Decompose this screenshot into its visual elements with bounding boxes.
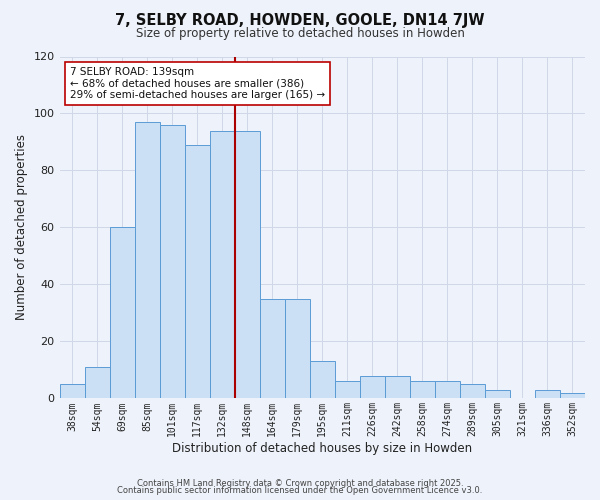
Bar (134, 122, 160, 398)
Y-axis label: Number of detached properties: Number of detached properties (15, 134, 28, 320)
Bar (485, 390, 510, 398)
Bar (285, 298, 310, 398)
Bar (435, 382, 460, 398)
Bar (335, 382, 360, 398)
Bar (460, 384, 485, 398)
Text: 7 SELBY ROAD: 139sqm
← 68% of detached houses are smaller (386)
29% of semi-deta: 7 SELBY ROAD: 139sqm ← 68% of detached h… (70, 67, 325, 100)
Bar (310, 362, 335, 399)
Bar (410, 382, 435, 398)
Bar (385, 376, 410, 398)
Text: Contains public sector information licensed under the Open Government Licence v3: Contains public sector information licen… (118, 486, 482, 495)
Bar (110, 228, 134, 398)
Text: 7, SELBY ROAD, HOWDEN, GOOLE, DN14 7JW: 7, SELBY ROAD, HOWDEN, GOOLE, DN14 7JW (115, 12, 485, 28)
Bar (235, 130, 260, 398)
Bar (560, 392, 585, 398)
Bar (85, 367, 110, 398)
Bar (160, 125, 185, 398)
Bar (260, 298, 285, 398)
Bar (360, 376, 385, 398)
Bar (535, 390, 560, 398)
Text: Contains HM Land Registry data © Crown copyright and database right 2025.: Contains HM Land Registry data © Crown c… (137, 478, 463, 488)
Text: Size of property relative to detached houses in Howden: Size of property relative to detached ho… (136, 28, 464, 40)
Bar (209, 130, 235, 398)
Bar (59, 384, 85, 398)
Bar (185, 145, 209, 399)
X-axis label: Distribution of detached houses by size in Howden: Distribution of detached houses by size … (172, 442, 472, 455)
